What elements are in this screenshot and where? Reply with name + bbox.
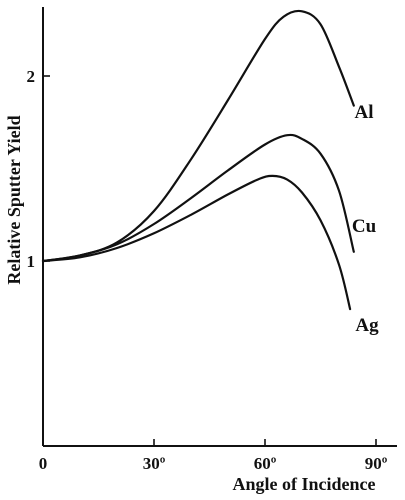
- series-line-cu: [41, 133, 355, 263]
- series-label-ag: Ag: [355, 315, 379, 336]
- y-tick-label: 2: [27, 67, 36, 86]
- x-tick-label: 60º: [254, 454, 277, 473]
- series-group: [41, 9, 355, 311]
- ticks: 0 30º 60º 90º 1 2: [27, 67, 388, 473]
- series-label-al: Al: [355, 102, 374, 123]
- y-axis-title: Relative Sputter Yield: [4, 115, 24, 284]
- x-tick-label: 30º: [143, 454, 166, 473]
- x-axis-title: Angle of Incidence: [233, 474, 376, 494]
- series-labels: Al Cu Ag: [352, 102, 379, 336]
- series-line-ag: [41, 174, 352, 311]
- series-label-cu: Cu: [352, 216, 377, 237]
- x-tick-label: 0: [39, 454, 48, 473]
- series-line-al: [41, 9, 355, 263]
- y-tick-label: 1: [27, 252, 36, 271]
- x-tick-label: 90º: [365, 454, 388, 473]
